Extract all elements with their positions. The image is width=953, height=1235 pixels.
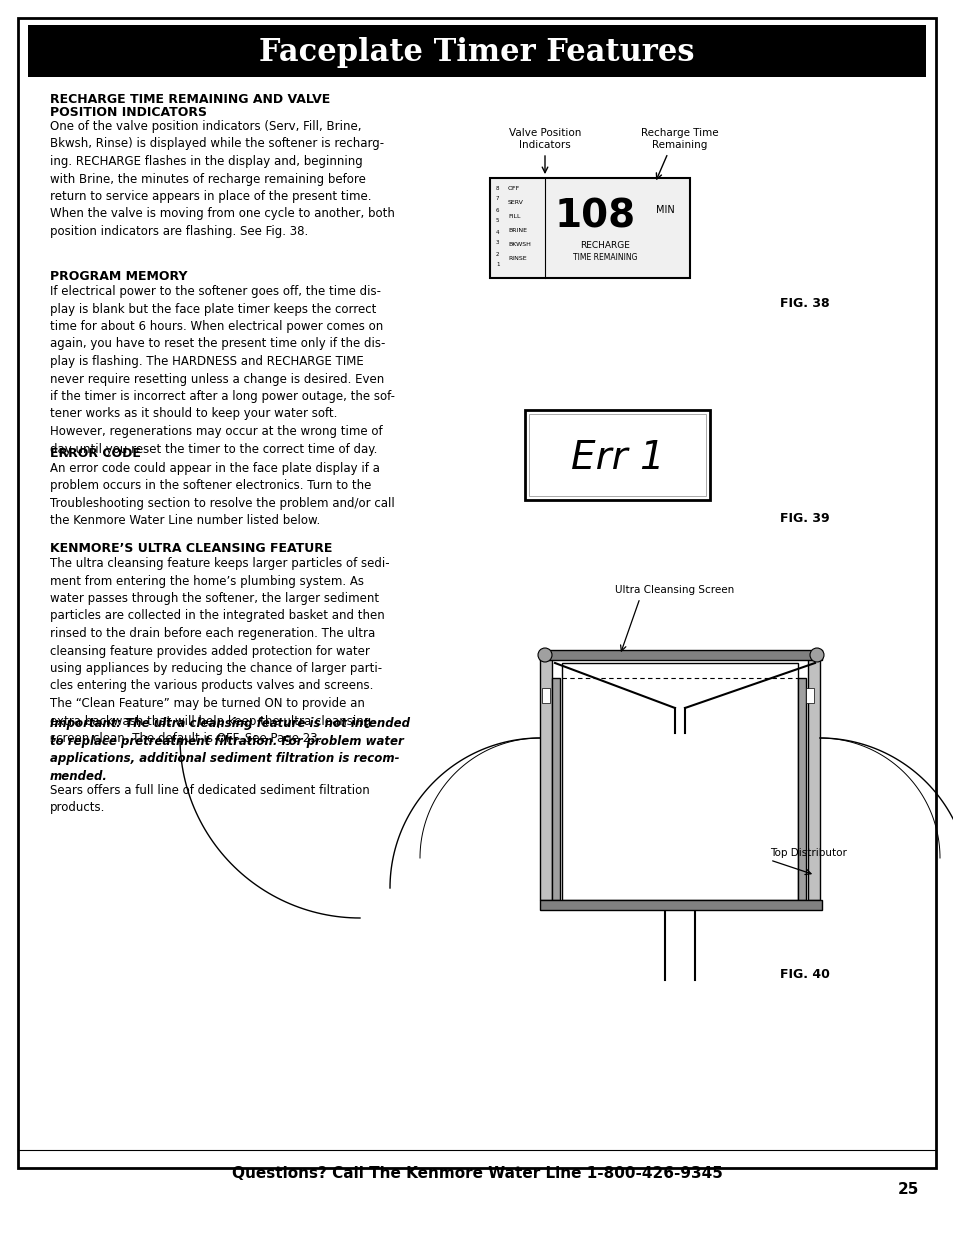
Text: SERV: SERV [507, 200, 523, 205]
Text: TIME REMAINING: TIME REMAINING [572, 253, 637, 263]
Text: Recharge Time
Remaining: Recharge Time Remaining [640, 128, 718, 151]
Circle shape [537, 648, 552, 662]
Bar [561, 663, 797, 900]
Text: An error code could appear in the face plate display if a
problem occurs in the : An error code could appear in the face p… [50, 462, 395, 527]
Text: Sears offers a full line of dedicated sediment filtration
products.: Sears offers a full line of dedicated se… [50, 784, 370, 815]
Text: BKWSH: BKWSH [507, 242, 530, 247]
Text: FIG. 38: FIG. 38 [780, 296, 829, 310]
Text: 2: 2 [496, 252, 499, 257]
Text: 6: 6 [496, 207, 499, 212]
Text: POSITION INDICATORS: POSITION INDICATORS [50, 106, 207, 119]
Text: Ultra Cleansing Screen: Ultra Cleansing Screen [615, 585, 734, 595]
Bar [807, 658, 820, 900]
Text: Questions? Call The Kenmore Water Line 1-800-426-9345: Questions? Call The Kenmore Water Line 1… [232, 1166, 721, 1181]
Text: 108: 108 [554, 198, 635, 235]
Text: Valve Position
Indicators: Valve Position Indicators [508, 128, 580, 151]
Bar [797, 678, 805, 900]
Text: 7: 7 [496, 196, 499, 201]
Bar [539, 900, 821, 910]
Text: RECHARGE: RECHARGE [579, 242, 629, 251]
Bar [28, 25, 925, 77]
Text: RECHARGE TIME REMAINING AND VALVE: RECHARGE TIME REMAINING AND VALVE [50, 93, 330, 106]
Bar [805, 688, 813, 703]
Text: Important: The ultra cleansing feature is not intended
to replace pretreatment f: Important: The ultra cleansing feature i… [50, 718, 410, 783]
Text: FIG. 40: FIG. 40 [780, 968, 829, 981]
Bar [552, 678, 559, 900]
Text: ERROR CODE: ERROR CODE [50, 447, 141, 459]
Text: MIN: MIN [655, 205, 674, 215]
Circle shape [809, 648, 823, 662]
Bar [541, 688, 550, 703]
Text: KENMORE’S ULTRA CLEANSING FEATURE: KENMORE’S ULTRA CLEANSING FEATURE [50, 542, 332, 555]
Text: 25: 25 [897, 1182, 918, 1198]
Text: 8: 8 [496, 185, 499, 190]
Text: 1: 1 [496, 263, 499, 268]
Text: PROGRAM MEMORY: PROGRAM MEMORY [50, 270, 188, 283]
Text: Top Distributor: Top Distributor [769, 848, 846, 858]
Text: One of the valve position indicators (Serv, Fill, Brine,
Bkwsh, Rinse) is displa: One of the valve position indicators (Se… [50, 120, 395, 238]
Text: 5: 5 [496, 219, 499, 224]
Bar [524, 410, 709, 500]
Bar [539, 658, 552, 900]
Text: The ultra cleansing feature keeps larger particles of sedi-
ment from entering t: The ultra cleansing feature keeps larger… [50, 557, 389, 745]
Bar [490, 178, 689, 278]
Bar [529, 414, 705, 496]
Text: Faceplate Timer Features: Faceplate Timer Features [259, 37, 694, 68]
Text: FIG. 39: FIG. 39 [780, 513, 829, 525]
Text: 3: 3 [496, 241, 499, 246]
Bar [539, 650, 821, 659]
Text: RINSE: RINSE [507, 256, 526, 261]
Text: FILL: FILL [507, 214, 520, 219]
Text: Err 1: Err 1 [570, 438, 663, 477]
Text: OFF: OFF [507, 185, 519, 190]
Text: 4: 4 [496, 230, 499, 235]
Text: BRINE: BRINE [507, 227, 526, 232]
Text: If electrical power to the softener goes off, the time dis-
play is blank but th: If electrical power to the softener goes… [50, 285, 395, 456]
